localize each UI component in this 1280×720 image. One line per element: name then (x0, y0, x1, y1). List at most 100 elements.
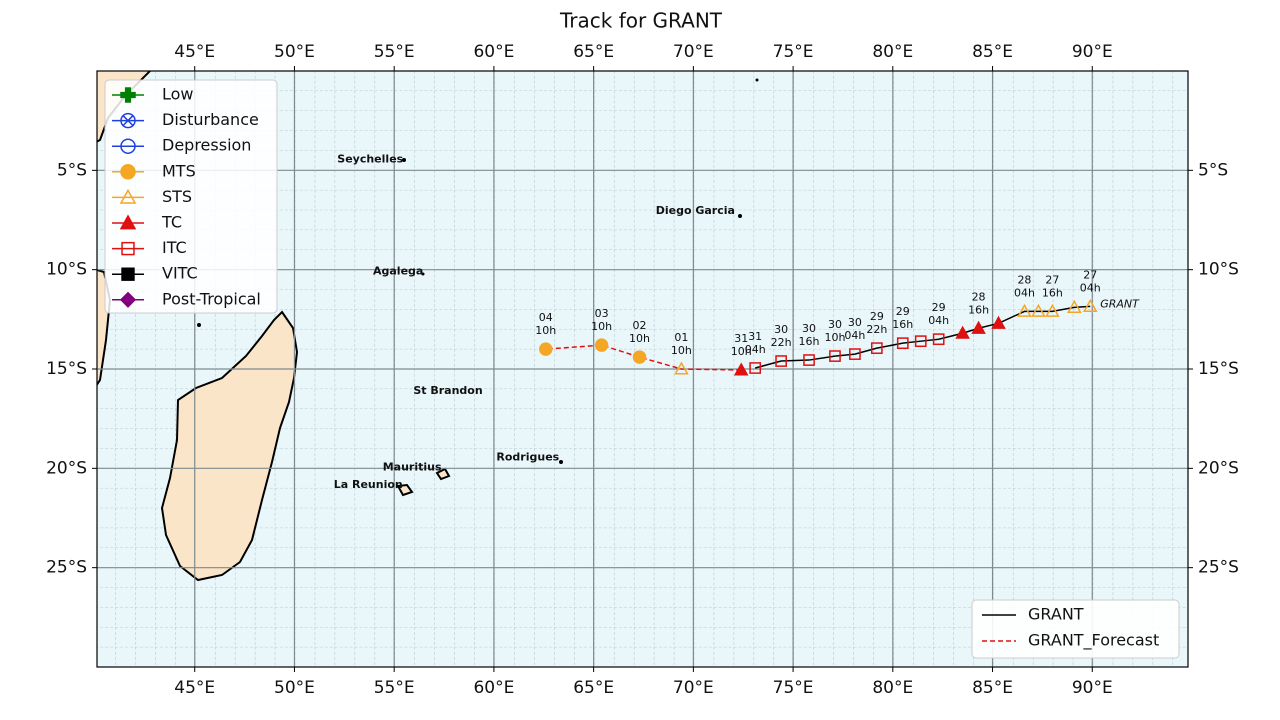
point-hour-label: 04h (1014, 286, 1035, 299)
islet (559, 460, 563, 464)
labels: 2704h2716h2804h2816h2904h2916h2922h3004h… (334, 152, 1140, 491)
x-tick-label: 50°E (274, 42, 315, 62)
legend: Low Disturbance Depression MTS STS TC ITC VITC P… (104, 79, 278, 314)
track-legend: GRANT GRANT_Forecast (971, 599, 1180, 659)
legend-label: Low (162, 85, 194, 104)
marker (120, 138, 136, 154)
y-tick-label: 20°S (1198, 458, 1239, 478)
marker (1045, 303, 1060, 317)
marker (955, 325, 970, 339)
point-hour-label: 04h (1080, 281, 1101, 294)
marker (119, 214, 137, 230)
islet (738, 214, 742, 218)
mauritius-island (435, 467, 451, 481)
y-tick-label: 20°S (46, 458, 87, 478)
islet (197, 323, 201, 327)
x-tick-label: 80°E (872, 42, 913, 62)
axes: 45°E 45°E 50°E 50°E 55°E 55°E 60°E 60°E 65°E 65°E… (46, 42, 1239, 698)
place-label: St Brandon (413, 384, 482, 397)
marker (1067, 299, 1082, 313)
x-tick-label: 85°E (972, 678, 1013, 698)
place-label: Seychelles (337, 152, 403, 165)
marker (120, 112, 136, 129)
x-tick-label: 55°E (374, 678, 415, 698)
marker (119, 291, 137, 308)
x-tick-label: 85°E (972, 42, 1013, 62)
legend-box (104, 79, 278, 314)
grid (97, 71, 1188, 667)
madagascar (160, 310, 299, 582)
marker (1017, 303, 1032, 317)
marker (674, 361, 689, 375)
marker (849, 348, 861, 360)
place-label: La Reunion (334, 478, 403, 491)
legend-label: GRANT_Forecast (1028, 631, 1159, 651)
place-label: Agalega (373, 265, 423, 278)
legend-label: Depression (162, 136, 251, 155)
point-hour-label: 22h (866, 323, 887, 336)
x-tick-label: 80°E (872, 678, 913, 698)
legend-label: ITC (162, 238, 187, 257)
tracks (539, 298, 1098, 376)
point-day-label: 29 (870, 310, 884, 323)
marker (871, 342, 883, 354)
y-tick-label: 10°S (1198, 260, 1239, 280)
marker (121, 267, 135, 281)
y-tick-label: 5°S (57, 160, 87, 180)
point-day-label: 31 (734, 332, 748, 345)
islet (755, 78, 759, 82)
x-tick-label: 45°E (174, 42, 215, 62)
point-hour-label: 04h (844, 329, 865, 342)
point-hour-label: 10h (824, 331, 845, 344)
legend-box (971, 599, 1180, 659)
legend-label: STS (162, 187, 192, 206)
point-hour-label: 04h (928, 314, 949, 327)
marker (971, 320, 986, 334)
point-day-label: 31 (748, 330, 762, 343)
y-tick-label: 15°S (1198, 359, 1239, 379)
place-label: Diego Garcia (656, 204, 735, 217)
point-hour-label: 22h (771, 336, 792, 349)
marker (1031, 303, 1046, 317)
point-hour-label: 16h (1042, 286, 1063, 299)
point-day-label: 30 (802, 322, 816, 335)
place-label: Mauritius (383, 460, 442, 473)
marker (119, 188, 137, 204)
point-day-label: 29 (896, 305, 910, 318)
legend-label: Disturbance (162, 110, 259, 129)
islet (402, 158, 406, 162)
track-line (754, 305, 1091, 369)
x-tick-label: 90°E (1072, 678, 1113, 698)
y-tick-label: 10°S (46, 260, 87, 280)
marker (775, 355, 787, 367)
point-day-label: 27 (1083, 268, 1097, 281)
point-day-label: 29 (932, 301, 946, 314)
point-day-label: 28 (1017, 273, 1031, 286)
x-tick-label: 55°E (374, 42, 415, 62)
point-hour-label: 10h (535, 324, 556, 337)
y-tick-label: 15°S (46, 359, 87, 379)
x-tick-label: 45°E (174, 678, 215, 698)
legend-label: VITC (162, 264, 198, 283)
point-hour-label: 10h (731, 345, 752, 358)
marker (896, 337, 909, 350)
marker (991, 315, 1006, 329)
marker (121, 241, 135, 256)
marker (594, 338, 609, 352)
marker (120, 87, 136, 103)
place-label: Rodrigues (496, 450, 559, 463)
y-tick-label: 25°S (46, 558, 87, 578)
point-day-label: 28 (972, 290, 986, 303)
marker (803, 354, 815, 366)
x-tick-label: 90°E (1072, 42, 1113, 62)
point-day-label: 01 (674, 331, 688, 344)
legend-label: Post-Tropical (162, 289, 261, 308)
y-tick-label: 25°S (1198, 558, 1239, 578)
x-tick-label: 70°E (673, 678, 714, 698)
legend-label: GRANT (1028, 605, 1084, 624)
y-tick-label: 5°S (1198, 160, 1228, 180)
point-day-label: 02 (633, 319, 647, 332)
point-hour-label: 04h (745, 343, 766, 356)
x-tick-label: 75°E (773, 678, 814, 698)
